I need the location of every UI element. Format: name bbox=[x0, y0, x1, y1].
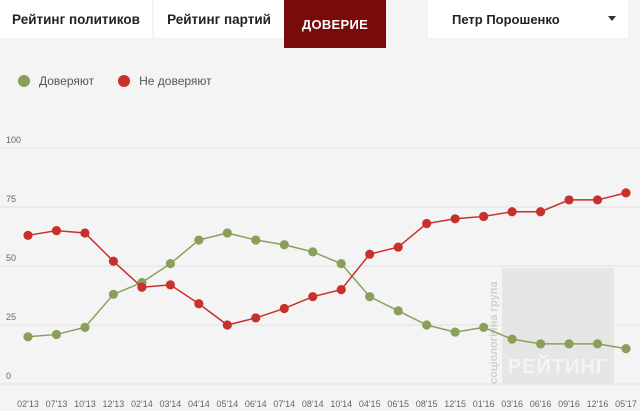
x-tick-label: 01'16 bbox=[473, 399, 495, 409]
x-tick-label: 10'13 bbox=[74, 399, 96, 409]
x-tick-label: 06'14 bbox=[245, 399, 267, 409]
watermark-box bbox=[502, 268, 614, 384]
series-distrust-point[interactable] bbox=[23, 230, 33, 240]
legend-distrust-label: Не доверяют bbox=[139, 74, 212, 88]
series-distrust-point[interactable] bbox=[621, 188, 631, 198]
series-distrust-point[interactable] bbox=[108, 256, 119, 266]
series-trust-point[interactable] bbox=[564, 339, 574, 349]
x-tick-label: 07'14 bbox=[273, 399, 295, 409]
x-tick-label: 06'15 bbox=[387, 399, 409, 409]
x-tick-label: 02'13 bbox=[17, 399, 39, 409]
series-distrust-line bbox=[27, 192, 627, 326]
tab-parties-rating[interactable]: Рейтинг партий bbox=[154, 0, 284, 38]
series-trust-point[interactable] bbox=[507, 334, 517, 344]
series-distrust-point[interactable] bbox=[279, 303, 289, 314]
y-tick-label: 50 bbox=[6, 253, 16, 263]
series-distrust-point[interactable] bbox=[194, 299, 204, 309]
x-tick-label: 02'14 bbox=[131, 399, 153, 409]
x-tick-label: 08'15 bbox=[416, 399, 438, 409]
series-distrust-point[interactable] bbox=[80, 228, 90, 238]
chart-series bbox=[23, 188, 631, 354]
politician-select[interactable]: Петр Порошенко bbox=[428, 0, 628, 38]
legend-trust-dot bbox=[18, 75, 30, 87]
series-distrust-point[interactable] bbox=[450, 214, 460, 224]
x-tick-label: 12'16 bbox=[587, 399, 609, 409]
series-trust-point[interactable] bbox=[308, 247, 318, 257]
x-tick-label: 05'17 bbox=[615, 399, 637, 409]
series-distrust-point[interactable] bbox=[137, 282, 147, 292]
series-trust-point[interactable] bbox=[479, 322, 489, 332]
x-tick-label: 07'13 bbox=[46, 399, 68, 409]
series-distrust-point[interactable] bbox=[422, 218, 432, 229]
series-distrust-point[interactable] bbox=[222, 320, 232, 330]
x-tick-label: 03'14 bbox=[160, 399, 182, 409]
series-trust-point[interactable] bbox=[165, 259, 175, 269]
x-axis-ticks: 02'13 07'13 10'13 12'13 02'14 03'14 04'14 05'14… bbox=[17, 399, 637, 409]
watermark: соціологічна група РЕЙТИНГ bbox=[488, 268, 614, 384]
series-trust-point[interactable] bbox=[535, 339, 546, 349]
x-tick-label: 12'15 bbox=[444, 399, 466, 409]
series-trust-point[interactable] bbox=[393, 306, 403, 316]
series-distrust-point[interactable] bbox=[479, 211, 489, 222]
series-trust-point[interactable] bbox=[450, 327, 460, 337]
x-tick-label: 06'16 bbox=[530, 399, 552, 409]
series-distrust-point[interactable] bbox=[535, 207, 546, 217]
series-trust-point[interactable] bbox=[365, 292, 375, 302]
tab-politicians-rating[interactable]: Рейтинг политиков bbox=[0, 0, 152, 38]
series-distrust-point[interactable] bbox=[308, 292, 318, 302]
legend-distrust-dot bbox=[118, 75, 131, 87]
chart-legend: Доверяют Не доверяют bbox=[18, 74, 236, 88]
series-trust-point[interactable] bbox=[194, 235, 204, 245]
y-tick-label: 0 bbox=[6, 371, 11, 381]
x-tick-label: 03'16 bbox=[501, 399, 523, 409]
series-trust-point[interactable] bbox=[80, 322, 90, 332]
x-tick-label: 05'14 bbox=[216, 399, 238, 409]
series-trust-point[interactable] bbox=[422, 320, 432, 330]
x-tick-label: 09'16 bbox=[558, 399, 580, 409]
series-trust-point[interactable] bbox=[592, 339, 603, 349]
series-trust-point[interactable] bbox=[251, 235, 261, 245]
series-trust-point[interactable] bbox=[222, 228, 232, 238]
series-distrust-point[interactable] bbox=[564, 195, 574, 205]
series-distrust-point[interactable] bbox=[251, 313, 261, 323]
politician-select-value: Петр Порошенко bbox=[452, 11, 560, 27]
series-distrust-point[interactable] bbox=[336, 285, 346, 295]
series-distrust-point[interactable] bbox=[365, 249, 375, 259]
series-trust-point[interactable] bbox=[51, 329, 62, 340]
series-distrust-point[interactable] bbox=[165, 280, 175, 290]
series-trust-line bbox=[27, 232, 627, 350]
x-tick-label: 04'15 bbox=[359, 399, 381, 409]
series-trust-point[interactable] bbox=[621, 344, 631, 354]
x-tick-label: 10'14 bbox=[330, 399, 352, 409]
tab-trust[interactable]: Доверие bbox=[284, 0, 386, 48]
chevron-down-icon bbox=[608, 16, 616, 21]
y-tick-label: 75 bbox=[6, 194, 16, 204]
y-axis-ticks: 0 25 50 75 100 bbox=[6, 135, 21, 381]
series-distrust-point[interactable] bbox=[393, 242, 403, 252]
legend-trust-label: Доверяют bbox=[39, 74, 95, 88]
series-distrust-point[interactable] bbox=[51, 226, 62, 236]
legend-item-distrust[interactable]: Не доверяют bbox=[118, 74, 212, 88]
series-trust-point[interactable] bbox=[23, 332, 33, 342]
x-tick-label: 12'13 bbox=[103, 399, 125, 409]
legend-item-trust[interactable]: Доверяют bbox=[18, 74, 94, 88]
x-tick-label: 04'14 bbox=[188, 399, 210, 409]
series-trust-point[interactable] bbox=[279, 240, 289, 250]
series-distrust-point[interactable] bbox=[592, 195, 603, 205]
series-distrust-point[interactable] bbox=[507, 207, 517, 217]
series-trust-point[interactable] bbox=[108, 289, 119, 299]
y-tick-label: 100 bbox=[6, 135, 21, 145]
x-tick-label: 08'14 bbox=[302, 399, 324, 409]
series-trust-point[interactable] bbox=[336, 259, 346, 269]
y-tick-label: 25 bbox=[6, 312, 16, 322]
watermark-main-text: РЕЙТИНГ bbox=[508, 354, 608, 378]
